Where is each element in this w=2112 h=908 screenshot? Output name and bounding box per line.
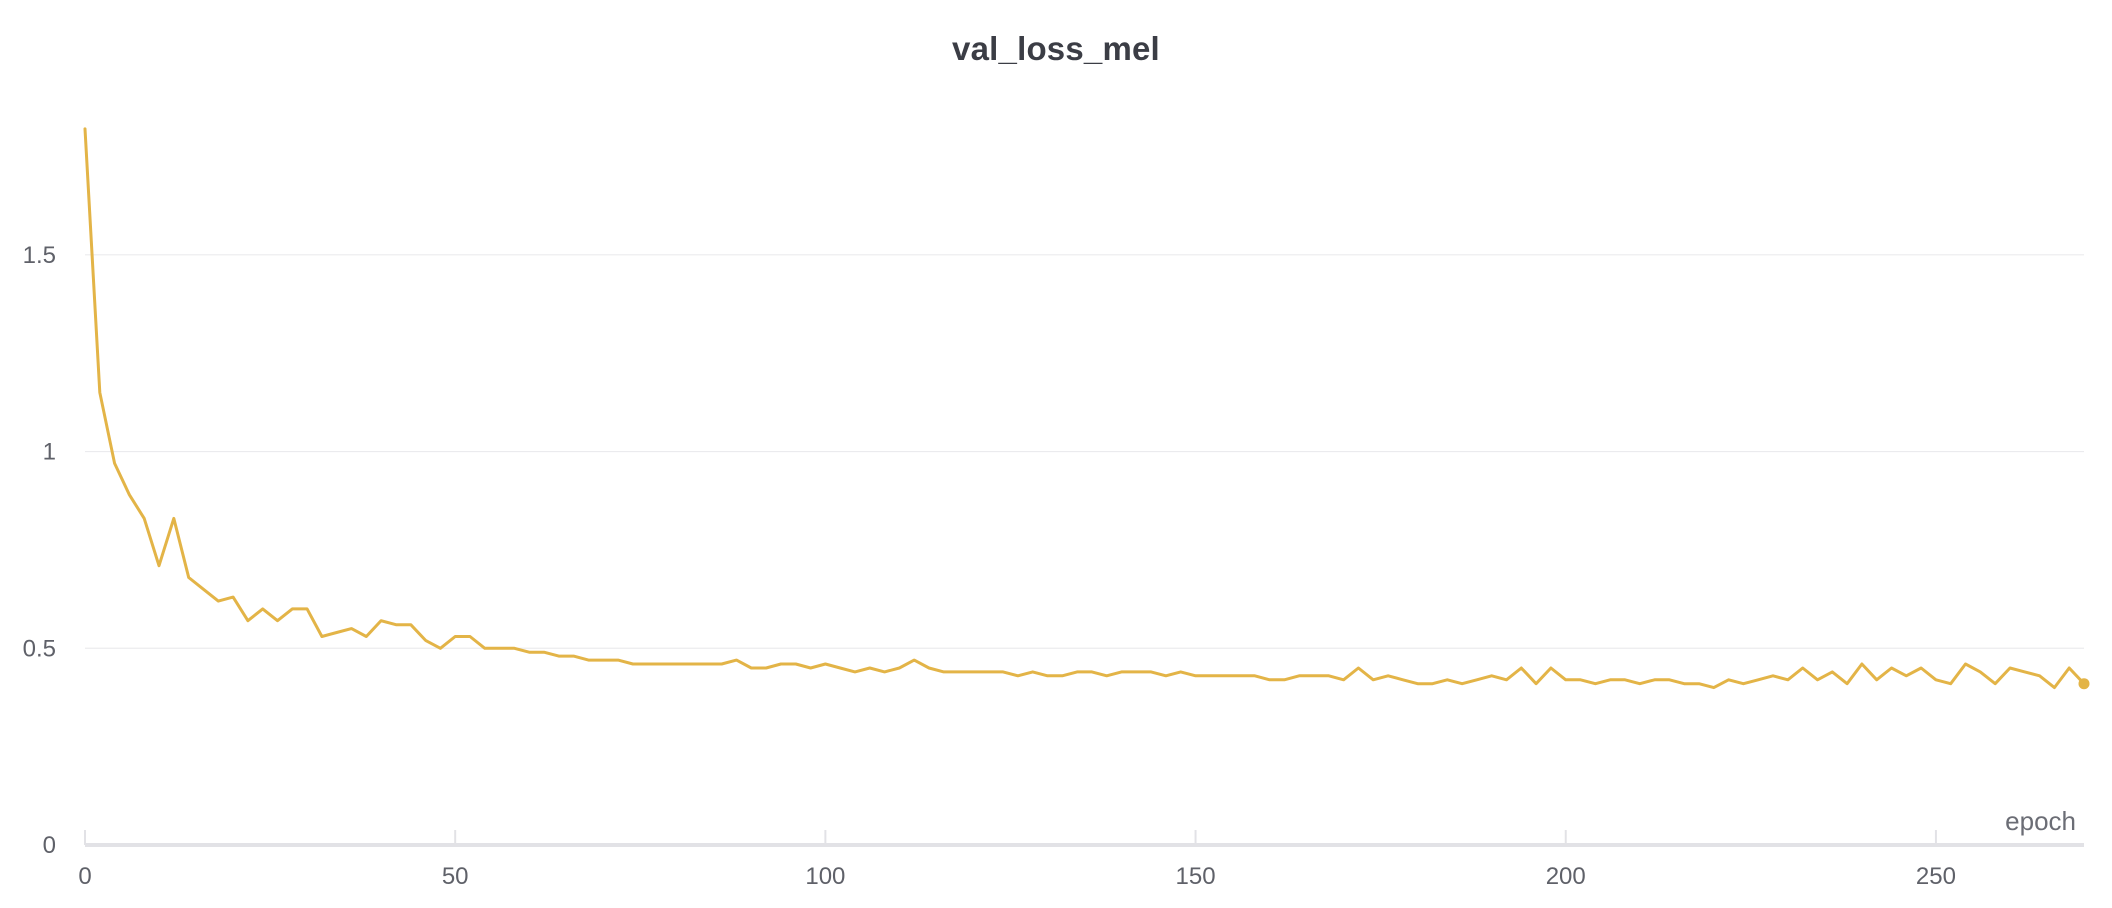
y-tick-label: 0.5 [23, 635, 56, 662]
series-end-point[interactable] [2078, 678, 2090, 690]
series-line [83, 127, 2086, 690]
x-tick-label: 0 [78, 863, 91, 890]
series-layer [83, 127, 2090, 690]
y-axis: 0 0.5 1 1.5 [23, 242, 56, 859]
y-tick-label: 0 [43, 832, 56, 859]
x-axis: 0 50 100 150 200 250 [78, 830, 2084, 890]
x-tick-label: 150 [1176, 863, 1216, 890]
y-tick-label: 1.5 [23, 242, 56, 269]
x-tick-label: 100 [805, 863, 845, 890]
x-axis-label: epoch [2005, 806, 2076, 836]
grid-lines [85, 254, 2084, 649]
x-tick-label: 250 [1916, 863, 1956, 890]
x-tick-label: 50 [442, 863, 469, 890]
y-tick-label: 1 [43, 439, 56, 466]
chart-title: val_loss_mel [952, 30, 1160, 67]
x-tick-label: 200 [1546, 863, 1586, 890]
